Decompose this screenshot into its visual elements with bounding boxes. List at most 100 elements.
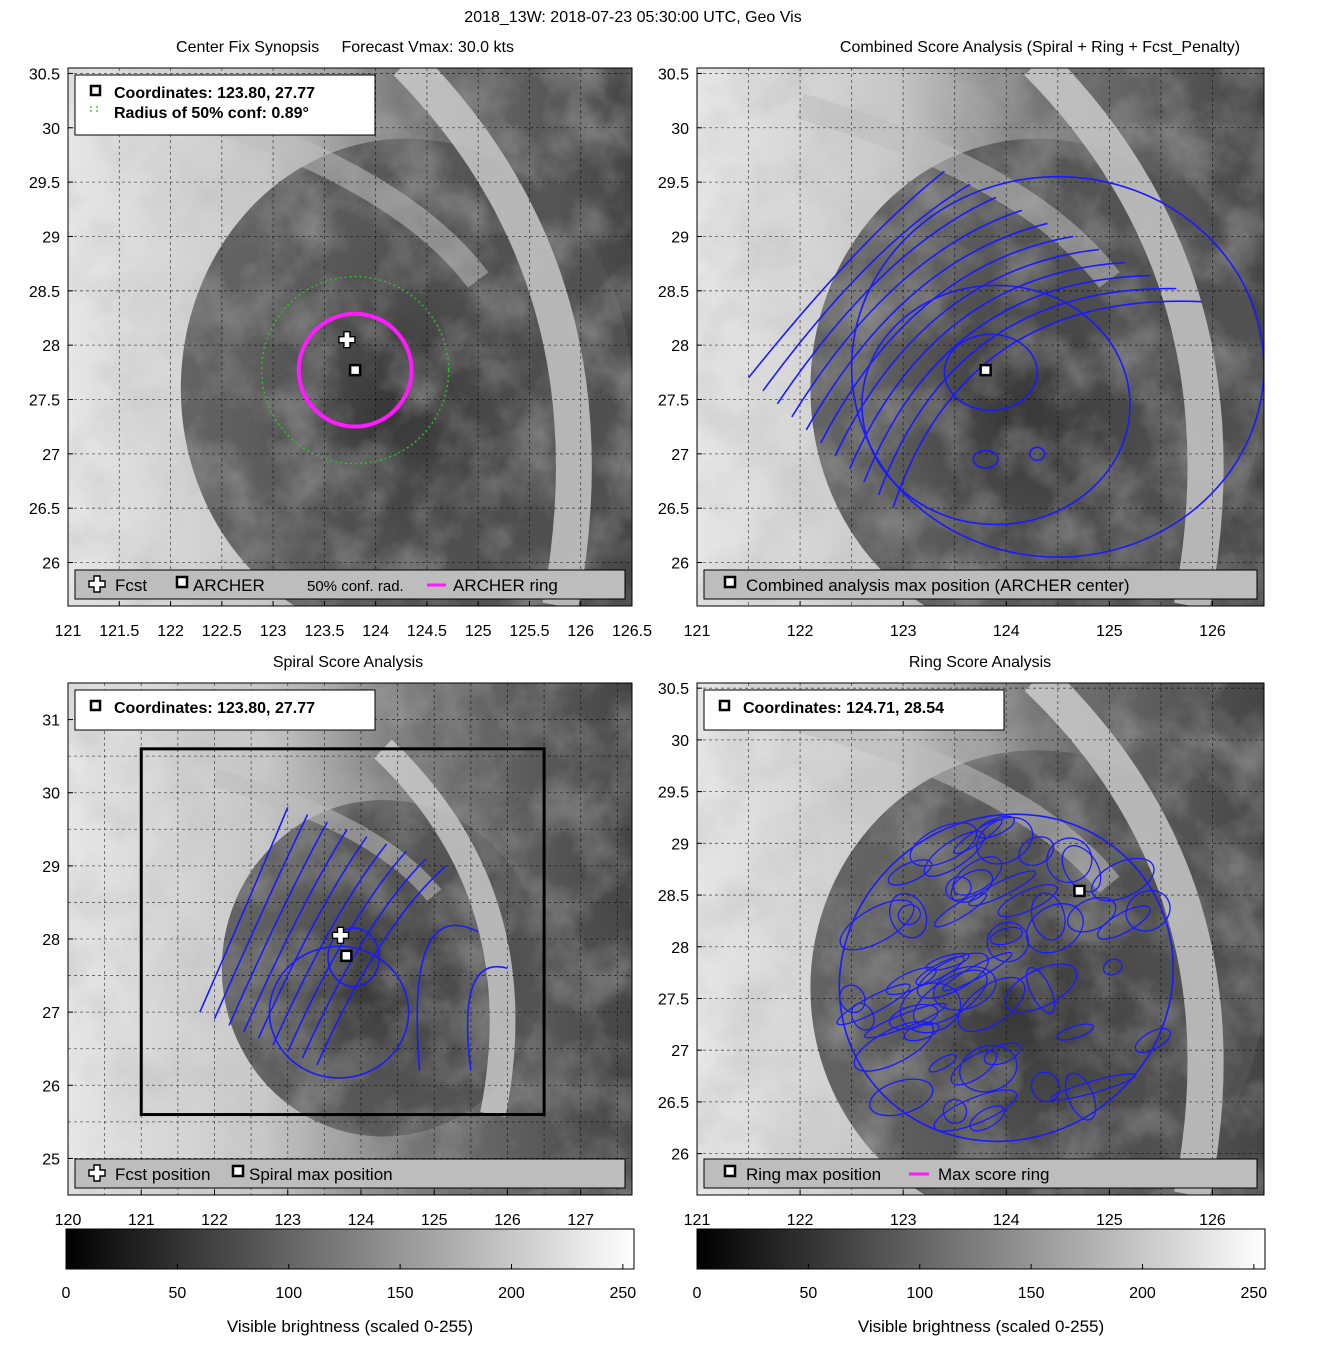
legend-spiral-icon (231, 1164, 245, 1178)
y-tick-label: 26 (671, 556, 689, 573)
contour-line (1134, 1028, 1172, 1054)
contour-line (257, 836, 368, 1039)
contour-line (850, 175, 1264, 558)
x-tick-label: 123 (260, 623, 287, 640)
y-tick-label: 29.5 (658, 785, 689, 802)
info-line: Radius of 50% conf: 0.89° (114, 105, 309, 122)
contour-line (923, 830, 986, 878)
y-tick-label: 30 (42, 121, 60, 138)
contour-line (957, 976, 1026, 1032)
contour-line (1030, 1071, 1061, 1103)
contour-line (903, 1022, 940, 1042)
colorbar-tick-label: 150 (387, 1285, 414, 1302)
contour-line (942, 951, 1013, 992)
y-tick-label: 28.5 (29, 284, 60, 301)
fcst-marker (338, 331, 356, 349)
info-box (74, 689, 376, 731)
colorbar-ramp (696, 1228, 1266, 1270)
fcst-marker (331, 926, 350, 945)
x-tick-label: 125 (1096, 1212, 1123, 1229)
legend-fcst-icon (88, 575, 106, 593)
colorbar-tick-label: 200 (1129, 1285, 1156, 1302)
y-tick-label: 30 (42, 786, 60, 803)
x-tick-label: 125 (465, 623, 492, 640)
colorbar-tick-label: 250 (610, 1285, 637, 1302)
y-tick-label: 27 (671, 447, 689, 464)
conf-circle (260, 275, 450, 465)
panel-frame (67, 67, 633, 607)
x-tick-label: 121 (684, 623, 711, 640)
contour-line (953, 818, 1003, 855)
colorbar-tick-label: 50 (168, 1285, 186, 1302)
colorbar-tick-label: 0 (62, 1285, 71, 1302)
contour-line (969, 1105, 1006, 1132)
info-marker-icon (718, 699, 731, 712)
contour-line (976, 816, 1034, 865)
satellite-image (68, 68, 632, 606)
x-tick-label: 126 (1199, 1212, 1226, 1229)
panel-title: Ring Score Analysis (909, 654, 1051, 671)
y-tick-label: 28.5 (658, 888, 689, 905)
overlay-layer (747, 170, 1264, 558)
x-tick-label: 124 (993, 1212, 1020, 1229)
panel-frame (696, 67, 1265, 607)
contour-line (316, 865, 447, 1066)
contour-line (945, 876, 972, 901)
legend-label: 50% conf. rad. (307, 578, 404, 595)
x-tick-label: 122.5 (202, 623, 242, 640)
contour-line (1064, 1072, 1097, 1121)
info-marker-icon (89, 699, 102, 712)
x-tick-label: 127 (567, 1212, 594, 1229)
colorbar-tick-label: 200 (498, 1285, 525, 1302)
contour-line (805, 222, 1048, 431)
y-tick-label: 27 (42, 1005, 60, 1022)
x-tick-label: 124.5 (407, 623, 447, 640)
x-tick-label: 121 (55, 623, 82, 640)
legend-center-icon (723, 575, 737, 589)
x-tick-label: 126 (567, 623, 594, 640)
contour-line (997, 883, 1058, 918)
y-tick-label: 27 (671, 1043, 689, 1060)
contour-line (909, 822, 978, 867)
y-tick-label: 27.5 (658, 392, 689, 409)
panel-title: Spiral Score Analysis (273, 654, 423, 671)
colorbar-tick-label: 250 (1241, 1285, 1268, 1302)
contour-line (968, 870, 1037, 907)
panel-ring-score: Ring Score Analysis Coordinates: 124.71, … (658, 654, 1265, 1229)
y-tick-label: 26.5 (29, 501, 60, 518)
contour-line (943, 333, 1038, 412)
contour-line (836, 983, 911, 1026)
x-tick-label: 120 (55, 1212, 82, 1229)
legend-label: Spiral max position (249, 1165, 393, 1184)
overlay-layer (836, 813, 1175, 1143)
contour-line (834, 248, 1100, 457)
panel-title: Center Fix Synopsis Forecast Vmax: 30.0 … (176, 39, 514, 56)
satellite-image (68, 683, 632, 1195)
contour-line (897, 904, 922, 926)
satellite-image (697, 68, 1264, 606)
contour-line (915, 956, 965, 986)
contour-line (301, 857, 427, 1059)
center-marker (979, 363, 992, 377)
y-tick-label: 28 (42, 338, 60, 355)
contour-line (952, 856, 1003, 896)
legend-label: Fcst position (115, 1165, 210, 1184)
x-tick-label: 121 (684, 1212, 711, 1229)
contour-line (899, 982, 962, 1034)
y-tick-label: 27.5 (658, 991, 689, 1008)
contour-line (933, 1089, 1018, 1132)
contour-line (776, 196, 997, 405)
colorbar-tick-label: 0 (693, 1285, 702, 1302)
colorbar-tick-label: 150 (1018, 1285, 1045, 1302)
y-tick-label: 29 (671, 229, 689, 246)
legend-box (703, 1158, 1258, 1189)
contour-line (986, 921, 1029, 963)
panel-center-fix-synopsis: Center Fix Synopsis Forecast Vmax: 30.0 … (29, 39, 652, 640)
contour-line (887, 859, 933, 886)
contour-line (1030, 892, 1066, 941)
x-tick-label: 123 (890, 1212, 917, 1229)
x-tick-label: 122 (787, 623, 814, 640)
x-tick-label: 126 (494, 1212, 521, 1229)
legend-box (74, 569, 626, 600)
